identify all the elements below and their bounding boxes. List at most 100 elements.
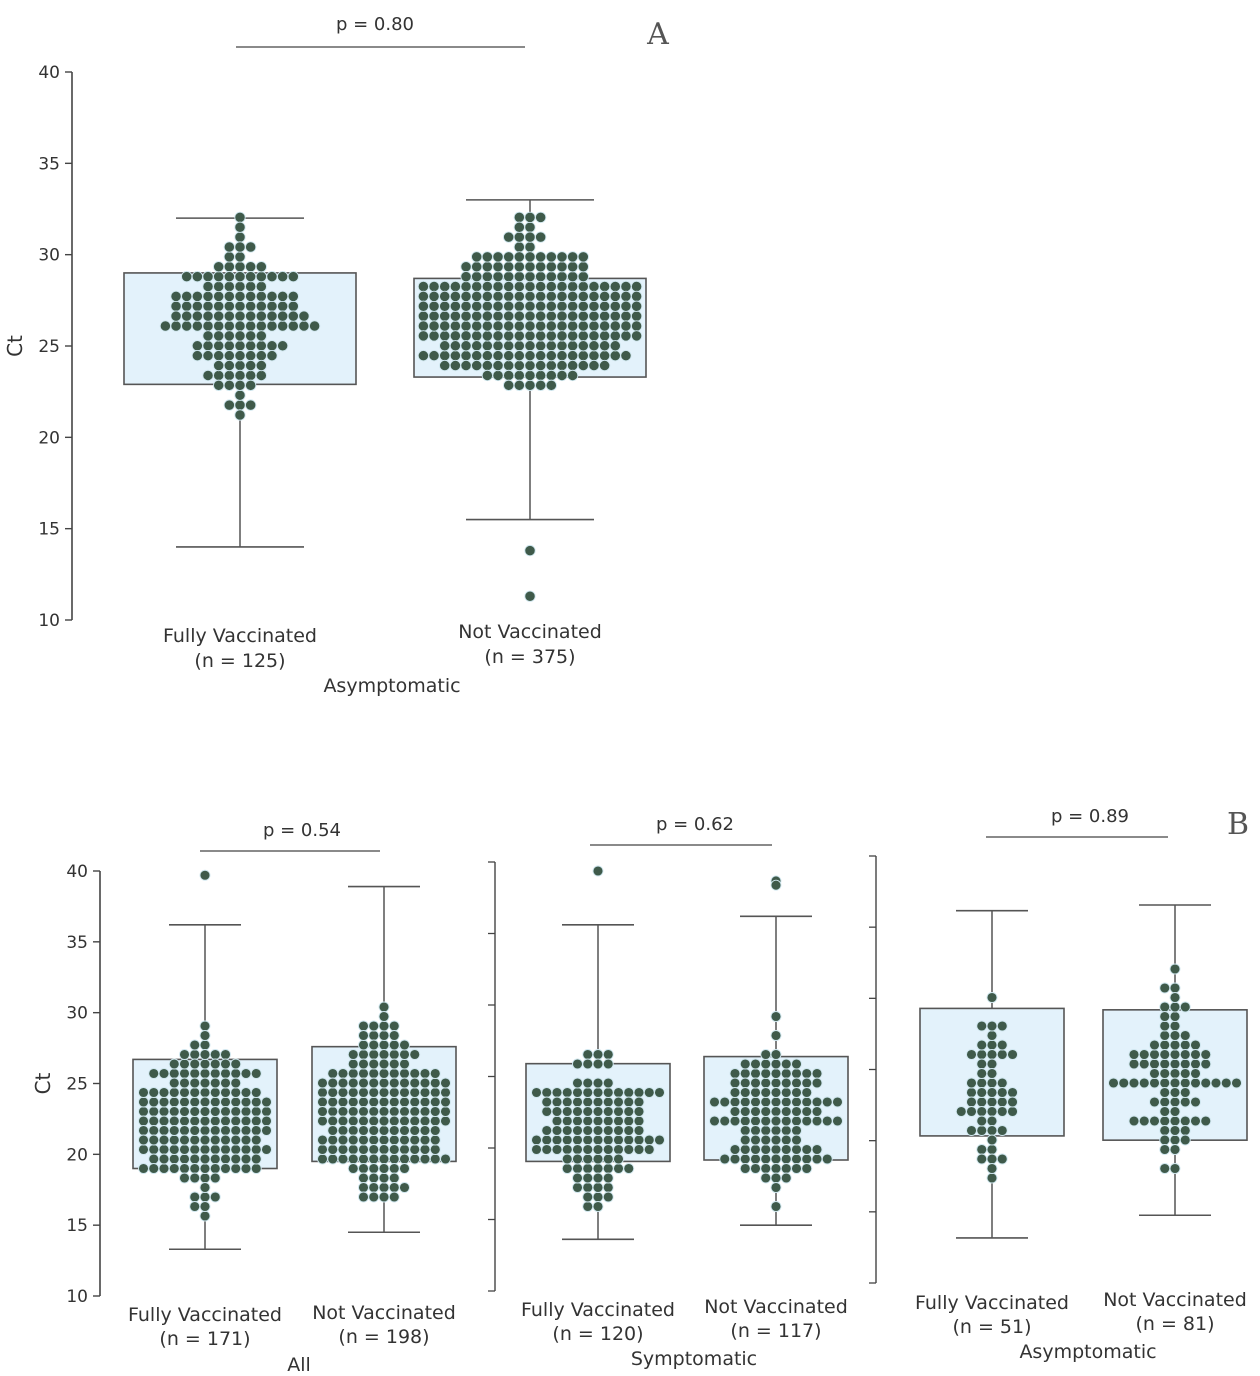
swarm-point: [1149, 1096, 1160, 1108]
swarm-point: [986, 1172, 998, 1184]
swarm-point: [202, 300, 214, 312]
swarm-point: [623, 1115, 635, 1127]
swarm-point: [179, 1058, 190, 1070]
swarm-point: [582, 1125, 594, 1136]
swarm-point: [179, 1087, 190, 1098]
swarm-point: [1159, 1096, 1171, 1108]
swarm-point: [561, 1115, 573, 1127]
swarm-point: [588, 290, 600, 303]
swarm-point: [770, 1134, 782, 1146]
swarm-point: [566, 369, 579, 382]
swarm-point: [1169, 982, 1181, 994]
swarm-point: [240, 1134, 252, 1146]
swarm-point: [572, 1172, 583, 1184]
swarm-point: [551, 1087, 563, 1098]
swarm-point: [378, 1191, 390, 1203]
swarm-points: [955, 992, 1018, 1184]
swarm-point: [986, 1077, 998, 1089]
swarm-point: [503, 369, 515, 382]
swarm-point: [986, 1144, 998, 1155]
swarm-point: [234, 270, 246, 283]
swarm-point: [633, 1096, 645, 1108]
swarm-point: [1190, 1096, 1201, 1108]
swarm-point: [428, 310, 440, 322]
swarm-point: [750, 1115, 761, 1127]
swarm-point: [623, 1096, 635, 1108]
swarm-point: [513, 330, 525, 342]
swarm-point: [613, 1153, 624, 1165]
swarm-point: [308, 320, 321, 332]
swarm-point: [481, 261, 494, 273]
p-value-label: p = 0.54: [263, 820, 341, 841]
swarm-point: [492, 350, 504, 362]
swarm-point: [492, 369, 504, 382]
y-tick-label: 35: [66, 933, 88, 953]
swarm-point: [240, 1125, 252, 1136]
swarm-point: [358, 1087, 369, 1098]
swarm-point: [255, 280, 267, 293]
swarm-point: [770, 1068, 782, 1079]
swarm-point: [189, 1087, 201, 1098]
swarm-point: [368, 1182, 380, 1193]
swarm-point: [592, 1182, 604, 1193]
swarm-point: [556, 369, 568, 382]
swarm-point: [388, 1077, 400, 1089]
swarm-point: [181, 290, 193, 303]
swarm-point: [535, 340, 547, 352]
swarm-point: [181, 320, 193, 332]
category-n-label: (n = 198): [338, 1326, 429, 1348]
swarm-point: [429, 1144, 441, 1155]
group-label: Symptomatic: [631, 1348, 757, 1370]
swarm-point: [535, 379, 547, 391]
swarm-point: [503, 270, 515, 283]
swarm-point: [234, 290, 246, 303]
swarm-point: [572, 1106, 583, 1117]
swarm-point: [770, 1077, 782, 1089]
swarm-point: [535, 310, 547, 322]
swarm-point: [780, 1077, 792, 1089]
swarm-point: [577, 310, 589, 322]
swarm-point: [449, 330, 462, 342]
swarm-point: [358, 1163, 369, 1174]
swarm-point: [181, 310, 193, 322]
y-tick-label: 20: [38, 428, 60, 448]
swarm-point: [739, 1068, 751, 1079]
swarm-point: [138, 1163, 149, 1174]
swarm-point: [602, 1163, 614, 1174]
swarm-point: [388, 1134, 400, 1146]
swarm-point: [582, 1115, 594, 1127]
swarm-point: [556, 251, 568, 263]
swarm-point: [378, 1144, 390, 1155]
swarm-point: [276, 310, 289, 322]
swarm-point: [429, 1096, 441, 1108]
swarm-point: [378, 1068, 390, 1079]
swarm-point: [986, 1087, 998, 1098]
swarm-point: [209, 1058, 221, 1070]
swarm-point: [179, 1172, 190, 1184]
swarm-point: [535, 290, 547, 303]
swarm-point: [317, 1106, 328, 1117]
swarm-point: [429, 1077, 441, 1089]
swarm-point: [179, 1077, 190, 1089]
swarm-point: [368, 1125, 380, 1136]
swarm-point: [633, 1144, 645, 1155]
swarm-point: [503, 379, 515, 391]
swarm-point: [1169, 1068, 1181, 1079]
swarm-point: [760, 1115, 772, 1127]
swarm-point: [388, 1087, 400, 1098]
swarm-point: [513, 300, 525, 312]
swarm-point: [780, 1068, 792, 1079]
swarm-point: [582, 1077, 594, 1089]
swarm-point: [276, 270, 289, 283]
outlier-point: [592, 865, 604, 877]
swarm-point: [440, 1106, 451, 1117]
swarm-point: [760, 1134, 772, 1146]
swarm-point: [347, 1049, 359, 1060]
swarm-point: [409, 1115, 421, 1127]
swarm-point: [561, 1125, 573, 1136]
swarm-point: [209, 1153, 221, 1165]
swarm-point: [368, 1191, 380, 1203]
swarm-point: [531, 1134, 542, 1146]
swarm-point: [572, 1077, 583, 1089]
